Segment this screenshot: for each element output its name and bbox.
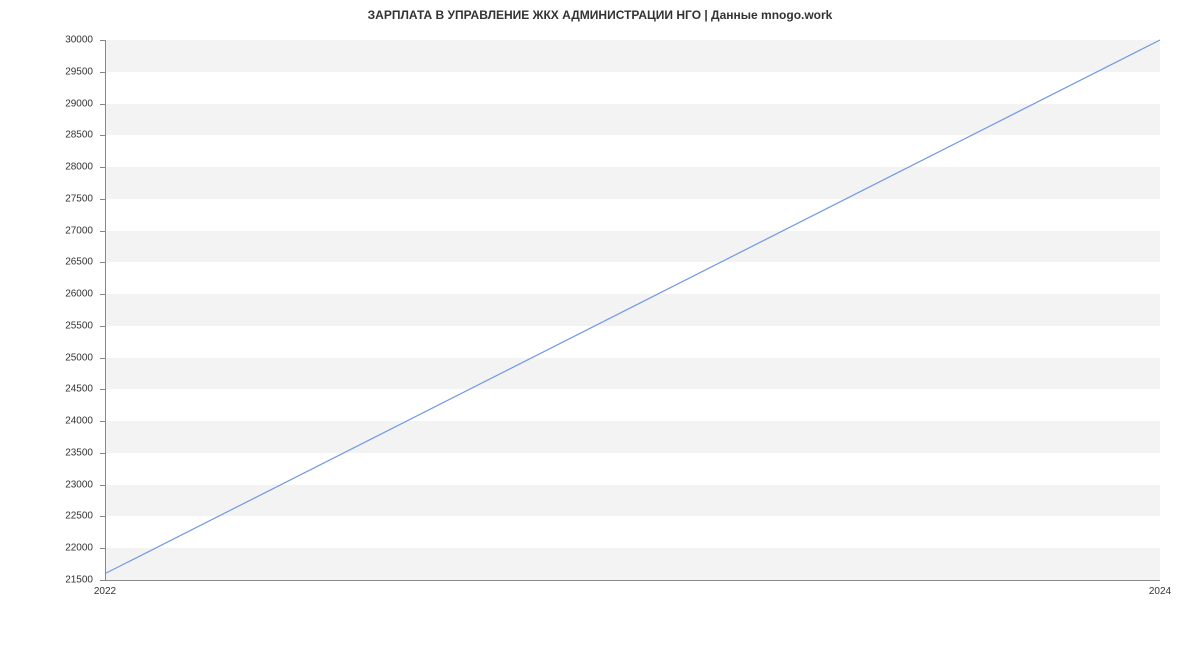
y-tick-label: 27000 (0, 225, 93, 236)
y-tick-mark (100, 326, 105, 327)
y-tick-mark (100, 135, 105, 136)
y-tick-label: 29500 (0, 66, 93, 77)
y-tick-label: 27500 (0, 193, 93, 204)
y-tick-mark (100, 516, 105, 517)
y-tick-label: 22000 (0, 543, 93, 554)
y-tick-mark (100, 199, 105, 200)
y-tick-mark (100, 40, 105, 41)
y-tick-label: 23500 (0, 447, 93, 458)
line-series-layer (105, 40, 1160, 580)
y-tick-label: 24000 (0, 416, 93, 427)
y-tick-mark (100, 231, 105, 232)
y-tick-mark (100, 485, 105, 486)
y-tick-label: 29000 (0, 98, 93, 109)
chart-title: ЗАРПЛАТА В УПРАВЛЕНИЕ ЖКХ АДМИНИСТРАЦИИ … (0, 8, 1200, 22)
y-tick-label: 28500 (0, 130, 93, 141)
y-tick-label: 26000 (0, 289, 93, 300)
y-tick-label: 24500 (0, 384, 93, 395)
plot-area (105, 40, 1160, 580)
y-tick-label: 23000 (0, 479, 93, 490)
chart-container: ЗАРПЛАТА В УПРАВЛЕНИЕ ЖКХ АДМИНИСТРАЦИИ … (0, 0, 1200, 650)
y-tick-label: 22500 (0, 511, 93, 522)
x-tick-label: 2022 (94, 586, 116, 597)
y-tick-mark (100, 262, 105, 263)
line-series (105, 40, 1160, 574)
y-tick-label: 25500 (0, 320, 93, 331)
x-axis-line (105, 580, 1160, 581)
y-tick-mark (100, 294, 105, 295)
y-tick-mark (100, 580, 105, 581)
y-tick-mark (100, 389, 105, 390)
y-tick-label: 26500 (0, 257, 93, 268)
y-tick-label: 21500 (0, 575, 93, 586)
y-tick-label: 25000 (0, 352, 93, 363)
y-tick-label: 28000 (0, 162, 93, 173)
y-tick-label: 30000 (0, 35, 93, 46)
y-tick-mark (100, 72, 105, 73)
y-tick-mark (100, 548, 105, 549)
y-tick-mark (100, 167, 105, 168)
x-tick-label: 2024 (1149, 586, 1171, 597)
y-tick-mark (100, 104, 105, 105)
y-tick-mark (100, 453, 105, 454)
y-tick-mark (100, 358, 105, 359)
y-tick-mark (100, 421, 105, 422)
